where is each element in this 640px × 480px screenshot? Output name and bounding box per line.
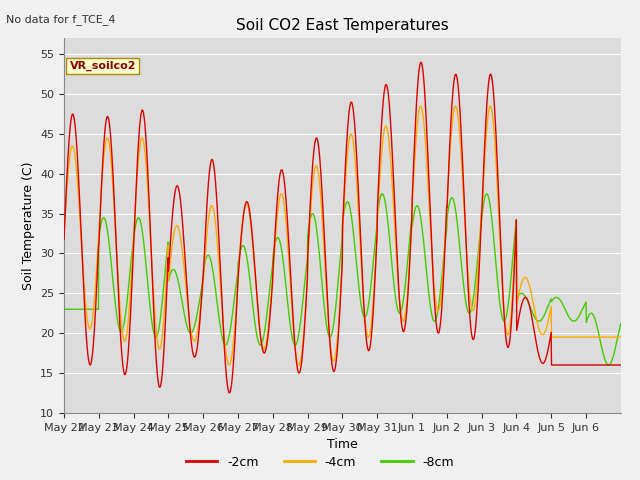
Text: VR_soilco2: VR_soilco2 (70, 61, 136, 71)
Y-axis label: Soil Temperature (C): Soil Temperature (C) (22, 161, 35, 290)
Title: Soil CO2 East Temperatures: Soil CO2 East Temperatures (236, 18, 449, 33)
X-axis label: Time: Time (327, 438, 358, 451)
Legend: -2cm, -4cm, -8cm: -2cm, -4cm, -8cm (181, 451, 459, 474)
Text: No data for f_TCE_4: No data for f_TCE_4 (6, 14, 116, 25)
